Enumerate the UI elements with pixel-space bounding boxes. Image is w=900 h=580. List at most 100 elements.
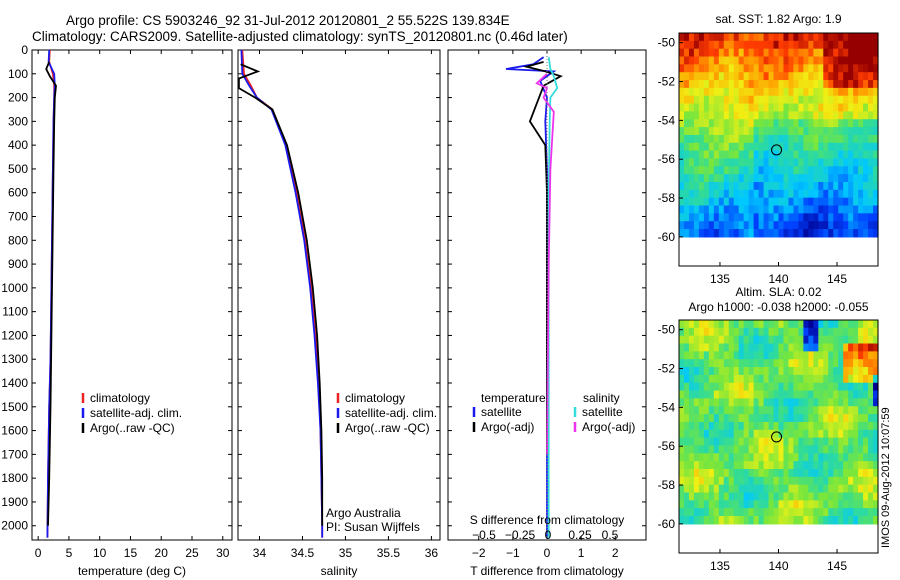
map-cell <box>763 453 770 462</box>
map-cell <box>828 33 834 42</box>
map-cell <box>823 327 829 337</box>
map-cell <box>778 327 785 337</box>
map-cell <box>843 351 849 360</box>
map-cell <box>858 468 864 478</box>
map-cell <box>753 516 760 525</box>
map-cell <box>783 453 790 462</box>
map-cell <box>818 229 824 238</box>
map-cell <box>738 390 745 400</box>
temperature-xlabel: temperature (deg C) <box>78 564 186 578</box>
map-cell <box>748 48 755 58</box>
map-cell <box>708 343 715 352</box>
map-cell <box>818 197 824 207</box>
map-cell <box>763 189 770 199</box>
map-cell <box>848 150 854 160</box>
map-cell <box>738 48 745 58</box>
map-cell <box>788 351 795 360</box>
map-cell <box>679 87 685 97</box>
map-cell <box>803 229 809 238</box>
map-cell <box>783 40 790 50</box>
map-cell <box>783 80 790 89</box>
map-cell <box>728 72 735 81</box>
map-cell <box>718 205 725 214</box>
map-cell <box>688 166 695 175</box>
map-cell <box>863 343 869 352</box>
map-cell <box>808 468 814 478</box>
sla_map-raster <box>679 320 879 525</box>
map-cell <box>858 453 864 462</box>
map-cell <box>868 127 874 136</box>
legend-label: satellite <box>582 405 623 419</box>
map-cell <box>743 166 750 175</box>
map-cell <box>868 166 874 175</box>
map-cell <box>679 406 685 415</box>
map-cell <box>858 119 864 128</box>
map-cell <box>693 406 700 415</box>
map-cell <box>778 174 785 183</box>
map-cell <box>873 508 879 517</box>
map-cell <box>763 229 770 238</box>
map-cell <box>688 374 695 384</box>
map-cell <box>683 359 690 368</box>
map-cell <box>703 111 710 120</box>
map-cell <box>723 158 730 167</box>
map-cell <box>823 500 829 509</box>
map-cell <box>679 374 685 384</box>
map-cell <box>853 111 859 120</box>
map-cell <box>703 213 710 222</box>
map-cell <box>783 421 790 431</box>
map-cell <box>679 197 685 207</box>
map-cell <box>753 476 760 486</box>
map-cell <box>788 64 795 73</box>
map-cell <box>853 181 859 191</box>
map-cell <box>738 205 745 214</box>
map-cell <box>848 189 854 199</box>
map-cell <box>708 111 715 120</box>
map-cell <box>773 500 780 509</box>
salinity-axes-box <box>237 49 441 541</box>
map-cell <box>778 367 785 376</box>
map-cell <box>683 398 690 407</box>
map-cell <box>858 320 864 329</box>
map-cell <box>718 390 725 400</box>
map-cell <box>838 327 844 337</box>
map-cell <box>808 390 814 400</box>
map-cell <box>753 390 760 400</box>
map-cell <box>863 189 869 199</box>
map-cell <box>688 119 695 128</box>
map-cell <box>833 367 839 376</box>
map-cell <box>688 508 695 517</box>
map-cell <box>708 221 715 230</box>
map-cell <box>748 367 755 376</box>
map-cell <box>843 134 849 144</box>
map-cell <box>753 64 760 73</box>
map-cell <box>863 367 869 376</box>
map-cell <box>773 134 780 144</box>
map-cell <box>788 80 795 89</box>
map-cell <box>853 229 859 238</box>
map-cell <box>843 445 849 454</box>
map-cell <box>688 142 695 152</box>
map-cell <box>743 406 750 415</box>
map-cell <box>768 87 775 97</box>
map-cell <box>773 166 780 175</box>
map-cell <box>853 95 859 105</box>
map-cell <box>773 516 780 525</box>
x-tick-label: 20 <box>155 546 169 560</box>
map-cell <box>683 111 690 120</box>
map-cell <box>803 33 809 42</box>
map-cell <box>803 343 809 352</box>
map-cell <box>758 429 765 439</box>
map-cell <box>698 48 705 58</box>
map-cell <box>768 134 775 144</box>
map-cell <box>688 48 695 58</box>
map-cell <box>688 327 695 337</box>
map-cell <box>863 95 869 105</box>
map-cell <box>818 72 824 81</box>
map-cell <box>728 111 735 120</box>
legend-label: Argo(-adj) <box>582 420 635 434</box>
sst-map-title: sat. SST: 1.82 Argo: 1.9 <box>715 12 841 26</box>
map-cell <box>873 382 879 392</box>
